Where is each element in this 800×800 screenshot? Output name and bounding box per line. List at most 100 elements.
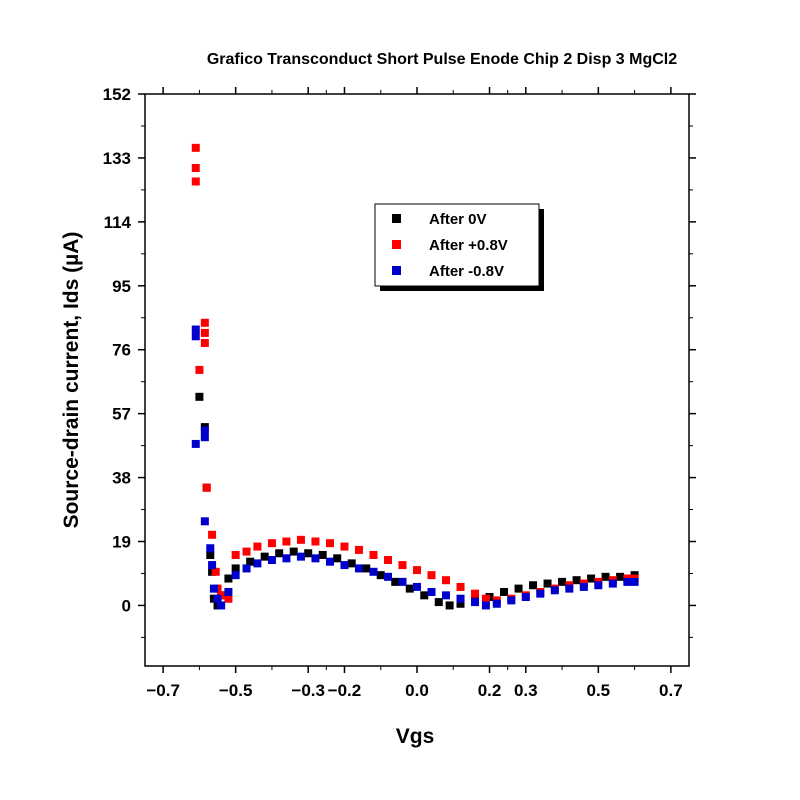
- data-point-series-1: [434, 598, 443, 607]
- data-point-series-2: [369, 550, 378, 559]
- data-point-series-2: [191, 164, 200, 173]
- data-point-series-2: [354, 545, 363, 554]
- chart-title: Grafico Transconduct Short Pulse Enode C…: [207, 51, 677, 68]
- data-point-series-1: [514, 584, 523, 593]
- data-point-series-1: [347, 559, 356, 568]
- data-point-series-3: [206, 544, 215, 553]
- data-point-series-2: [200, 338, 209, 347]
- y-tick-label: 133: [103, 149, 131, 168]
- data-point-series-2: [398, 561, 407, 570]
- data-point-series-2: [242, 547, 251, 556]
- data-point-series-1: [572, 576, 581, 585]
- data-point-series-1: [289, 547, 298, 556]
- data-point-series-2: [413, 566, 421, 575]
- y-axis-ticks: 0 19 38 57 76 95 114 133 152: [103, 85, 696, 638]
- data-point-series-3: [536, 589, 545, 598]
- data-point-series-3: [521, 593, 530, 602]
- data-point-series-2: [253, 542, 262, 551]
- legend-marker-series-1: [392, 214, 401, 223]
- data-point-series-2: [340, 542, 349, 551]
- data-point-series-2: [383, 556, 392, 565]
- data-point-series-3: [481, 601, 490, 610]
- data-point-series-1: [333, 554, 342, 563]
- data-point-series-3: [565, 584, 574, 593]
- data-point-series-3: [191, 332, 200, 341]
- data-point-series-3: [427, 587, 436, 596]
- data-point-series-2: [325, 539, 334, 548]
- data-point-series-2: [195, 365, 204, 374]
- data-point-series-2: [191, 177, 200, 186]
- data-point-series-1: [318, 550, 327, 559]
- x-tick-label: −0.3: [291, 681, 325, 700]
- data-point-series-1: [224, 574, 233, 583]
- data-point-series-1: [420, 591, 429, 600]
- data-point-series-3: [340, 561, 349, 570]
- data-point-series-3: [630, 577, 639, 586]
- legend-label-series-2: After +0.8V: [429, 237, 508, 254]
- data-point-series-3: [200, 433, 209, 442]
- legend-marker-series-3: [392, 266, 401, 275]
- data-point-series-3: [383, 572, 392, 581]
- data-point-series-3: [282, 554, 291, 563]
- data-point-series-1: [231, 564, 240, 573]
- data-point-series-3: [413, 582, 421, 591]
- y-tick-label: 95: [112, 277, 131, 296]
- data-point-series-2: [208, 530, 217, 539]
- data-point-series-1: [206, 550, 215, 559]
- data-point-series-1: [529, 581, 538, 590]
- data-point-series-1: [391, 577, 400, 586]
- data-point-series-3: [456, 594, 465, 603]
- data-point-series-1: [616, 572, 625, 581]
- data-point-series-3: [579, 582, 588, 591]
- data-point-series-1: [587, 574, 596, 583]
- y-tick-label: 57: [112, 405, 131, 424]
- x-tick-label: 0.0: [405, 681, 429, 700]
- data-point-series-3: [492, 599, 501, 608]
- data-point-series-1: [405, 584, 414, 593]
- y-tick-label: 19: [112, 533, 131, 552]
- data-point-series-3: [354, 564, 363, 573]
- legend-label-series-3: After -0.8V: [429, 263, 504, 280]
- data-point-series-2: [224, 594, 233, 603]
- data-point-series-3: [442, 591, 451, 600]
- data-point-series-2: [481, 594, 490, 603]
- x-tick-label: 0.2: [478, 681, 502, 700]
- data-point-series-3: [398, 577, 407, 586]
- data-point-series-2: [296, 535, 305, 544]
- data-point-series-3: [311, 554, 320, 563]
- y-tick-label: 38: [112, 469, 131, 488]
- x-tick-label: 0.3: [514, 681, 538, 700]
- x-tick-label: −0.5: [219, 681, 253, 700]
- y-tick-label: 114: [104, 213, 132, 232]
- data-point-series-3: [224, 587, 233, 596]
- data-point-series-2: [191, 143, 200, 152]
- data-point-series-1: [304, 549, 313, 558]
- data-point-series-3: [471, 598, 480, 607]
- data-point-series-2: [231, 550, 240, 559]
- data-point-series-1: [275, 549, 284, 558]
- data-point-series-3: [253, 559, 262, 568]
- data-point-series-2: [267, 539, 276, 548]
- data-point-series-3: [231, 571, 240, 580]
- data-point-series-3: [369, 567, 378, 576]
- data-point-series-3: [325, 557, 334, 566]
- data-point-series-3: [209, 584, 218, 593]
- data-point-series-1: [445, 601, 454, 610]
- data-point-series-3: [208, 561, 217, 570]
- data-point-series-3: [191, 325, 200, 334]
- data-point-series-1: [376, 571, 385, 580]
- data-point-series-3: [213, 594, 222, 603]
- y-axis-label: Source-drain current, Ids (µA): [60, 232, 83, 529]
- data-point-series-3: [242, 564, 251, 573]
- data-point-series-2: [211, 567, 220, 576]
- data-point-series-2: [471, 589, 480, 598]
- x-tick-label: −0.2: [328, 681, 362, 700]
- data-point-series-2: [200, 328, 209, 337]
- x-tick-label: 0.7: [659, 681, 683, 700]
- data-point-series-3: [267, 556, 276, 565]
- data-point-series-1: [246, 557, 255, 566]
- data-point-series-3: [191, 439, 200, 448]
- data-point-series-3: [200, 517, 209, 526]
- legend-box: [374, 203, 540, 287]
